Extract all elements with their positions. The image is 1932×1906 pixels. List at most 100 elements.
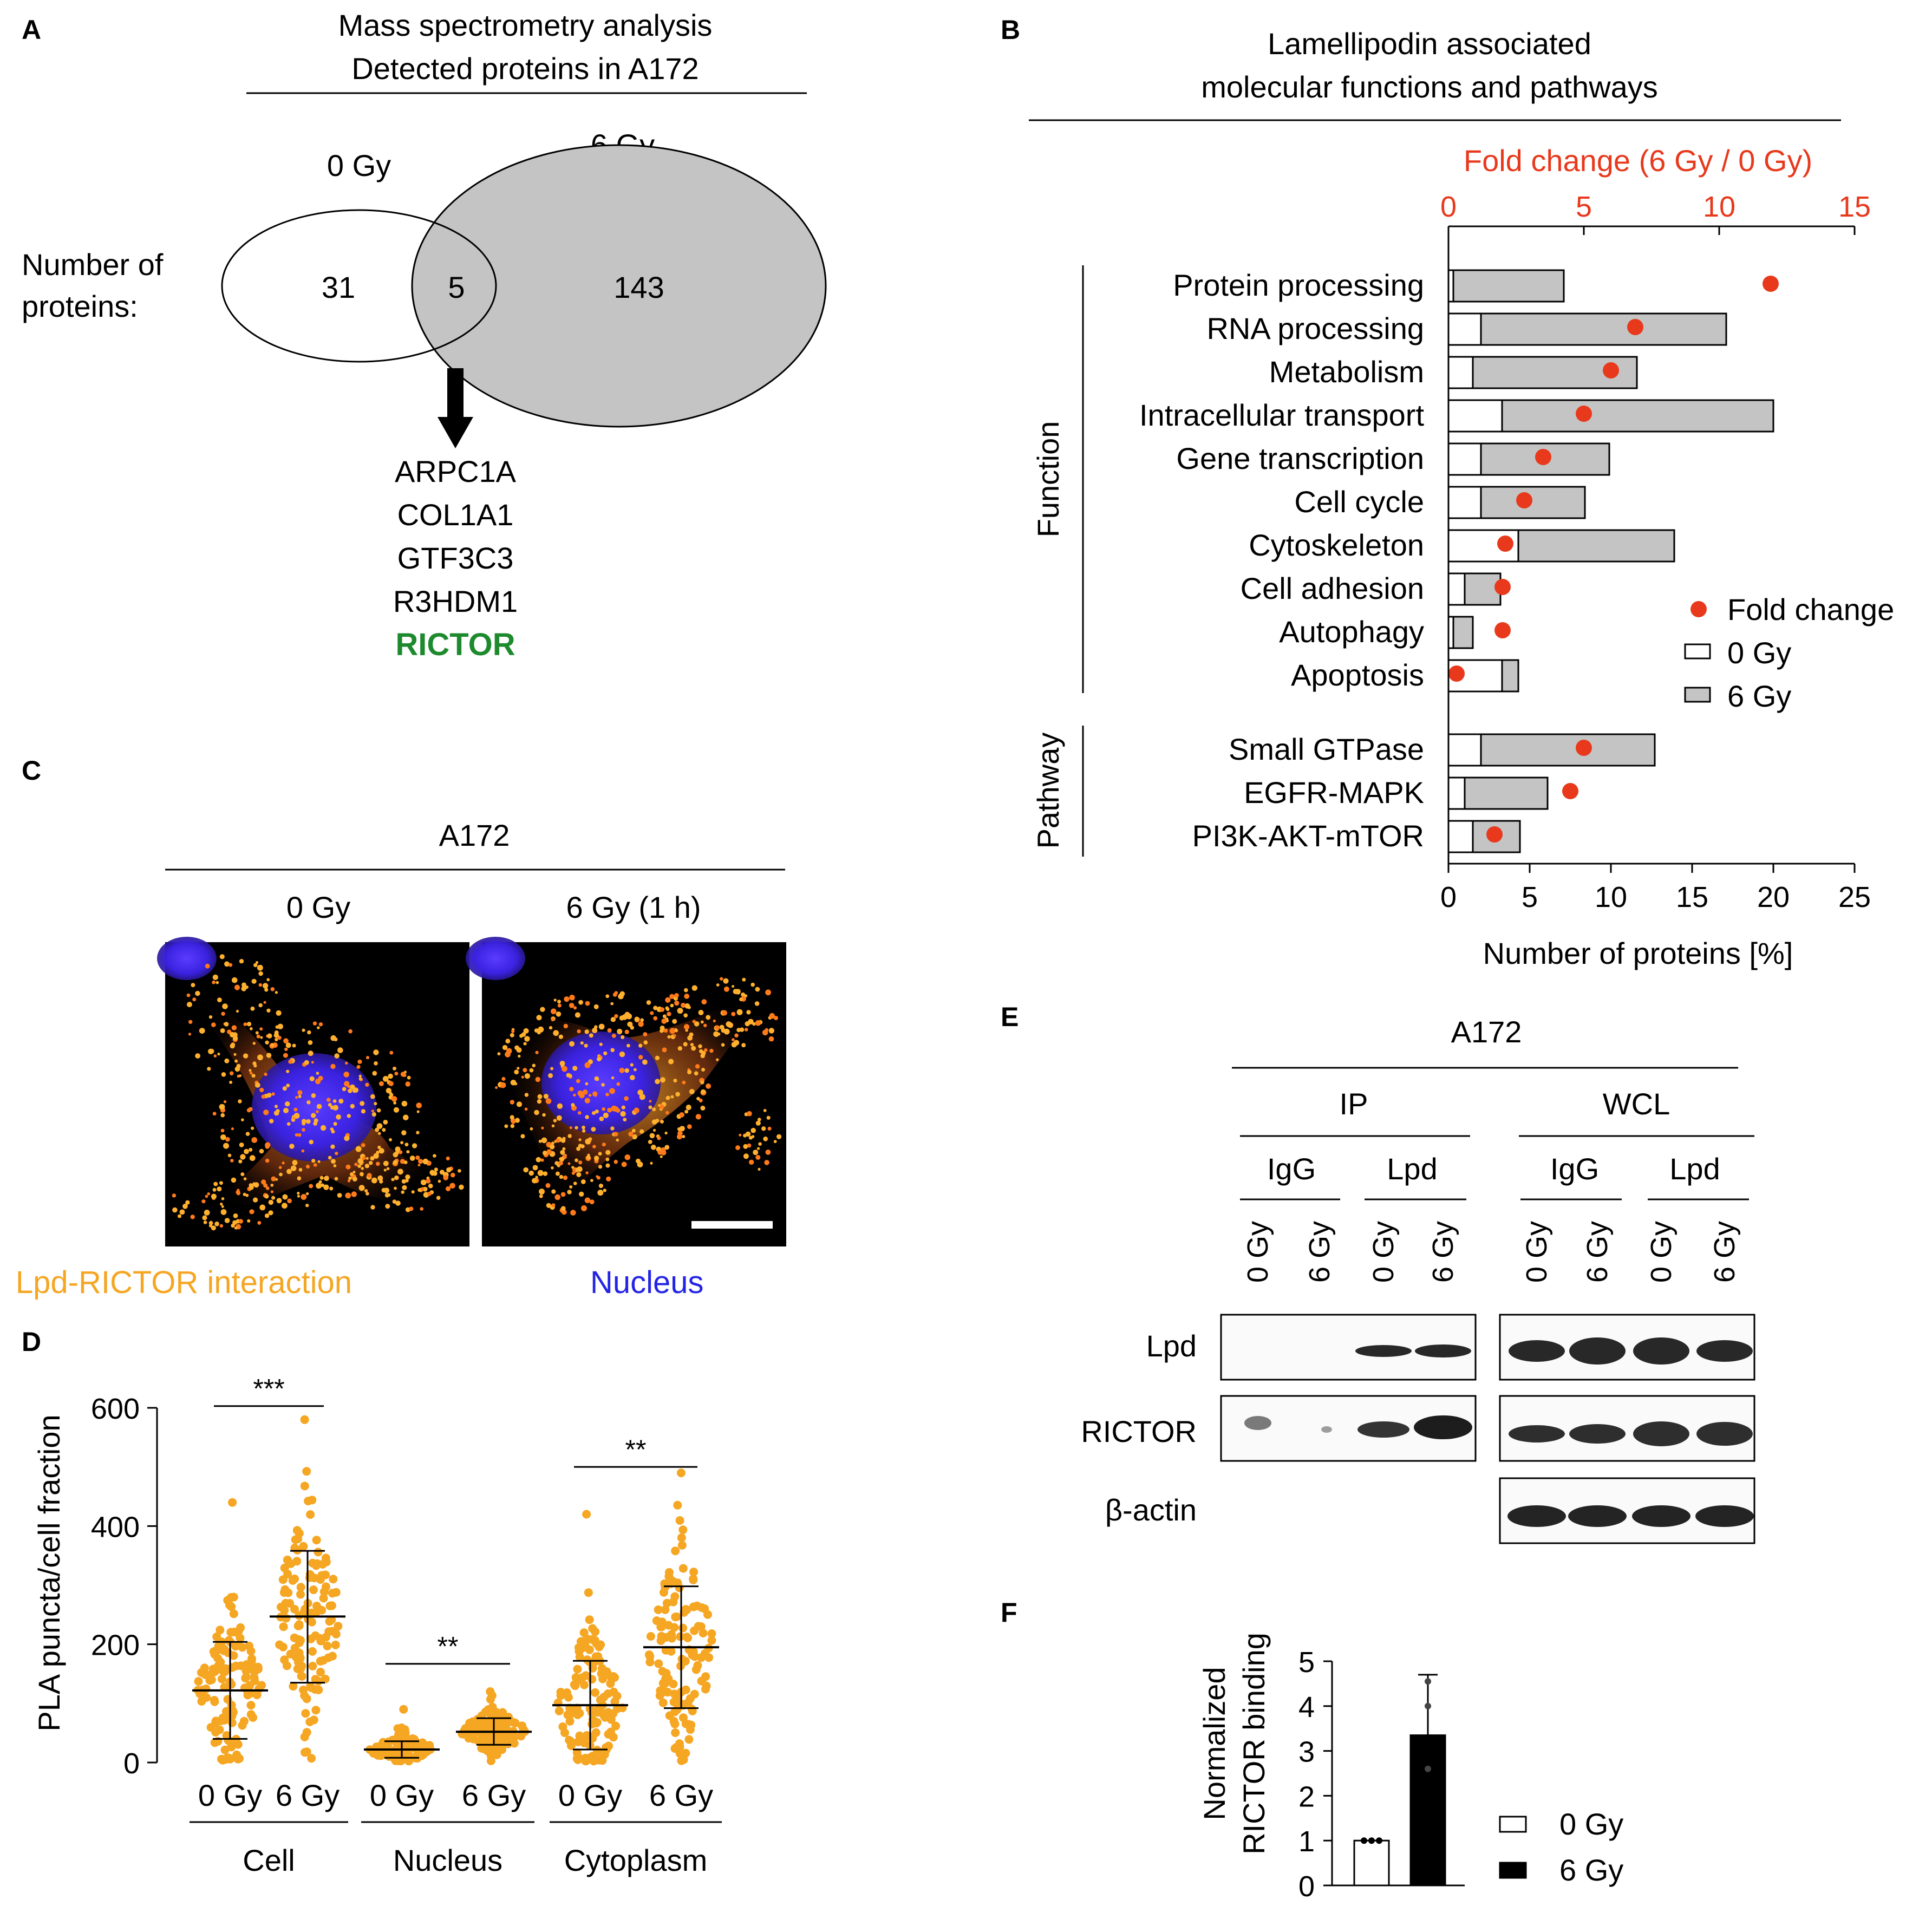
panel-d-point-cell-6-gy bbox=[314, 1548, 323, 1557]
puncta-6gy bbox=[585, 1082, 589, 1086]
puncta-6gy bbox=[616, 1082, 621, 1086]
panel-d-point-cell-0-gy bbox=[232, 1628, 241, 1637]
puncta-0gy bbox=[231, 1025, 237, 1030]
puncta-6gy bbox=[713, 1031, 719, 1037]
venn-circle-0gy bbox=[221, 209, 497, 363]
shared-protein-gtf3c3: GTF3C3 bbox=[397, 541, 514, 575]
puncta-0gy bbox=[219, 1224, 224, 1228]
puncta-6gy bbox=[713, 1019, 716, 1023]
puncta-0gy bbox=[225, 1137, 230, 1142]
puncta-6gy bbox=[750, 982, 755, 987]
puncta-0gy bbox=[286, 1169, 292, 1174]
puncta-6gy bbox=[634, 1016, 639, 1022]
puncta-0gy bbox=[263, 1001, 266, 1004]
puncta-0gy bbox=[258, 971, 263, 976]
puncta-6gy bbox=[605, 994, 610, 998]
puncta-6gy bbox=[755, 1120, 761, 1126]
puncta-0gy bbox=[307, 1030, 311, 1035]
panel-c: C A172 0 Gy 6 Gy (1 h) Lpd-RICTOR intera… bbox=[16, 755, 786, 1300]
puncta-6gy bbox=[538, 1139, 542, 1143]
down-arrow-icon bbox=[438, 417, 473, 448]
puncta-6gy bbox=[668, 1059, 674, 1065]
panel-f-ytick-label: 0 bbox=[1298, 1870, 1315, 1903]
shared-protein-list: ARPC1A COL1A1 GTF3C3 R3HDM1 bbox=[393, 454, 518, 618]
puncta-0gy bbox=[336, 1114, 341, 1120]
puncta-0gy bbox=[347, 1179, 351, 1183]
panel-d-point-cytoplasm-6-gy bbox=[696, 1622, 706, 1631]
puncta-0gy bbox=[234, 1066, 240, 1072]
puncta-6gy bbox=[655, 1119, 660, 1122]
puncta-0gy bbox=[279, 1172, 283, 1177]
puncta-0gy bbox=[212, 1112, 217, 1116]
puncta-6gy bbox=[753, 1150, 759, 1156]
puncta-0gy bbox=[246, 1022, 252, 1027]
puncta-6gy bbox=[665, 1111, 669, 1115]
lane-label-6: 6 Gy bbox=[1581, 1221, 1614, 1283]
panel-d-point-cytoplasm-6-gy bbox=[676, 1468, 686, 1478]
panel-d-point-cytoplasm-6-gy bbox=[689, 1602, 698, 1611]
fold-point-intracellular-transport bbox=[1576, 406, 1592, 422]
panel-d-point-cytoplasm-6-gy bbox=[689, 1647, 698, 1656]
puncta-0gy bbox=[241, 986, 247, 991]
puncta-6gy bbox=[758, 1142, 762, 1146]
puncta-6gy bbox=[677, 1046, 683, 1051]
puncta-0gy bbox=[338, 1099, 344, 1104]
puncta-6gy bbox=[684, 994, 690, 999]
puncta-0gy bbox=[298, 1095, 302, 1098]
puncta-0gy bbox=[421, 1179, 427, 1185]
band-ip-lpd-lpd-0gy bbox=[1355, 1345, 1412, 1357]
panel-d-point-cytoplasm-0-gy bbox=[572, 1754, 582, 1763]
panel-d-xtick-label: 6 Gy bbox=[276, 1778, 340, 1812]
puncta-0gy bbox=[337, 1047, 343, 1053]
panel-d-point-cytoplasm-6-gy bbox=[658, 1698, 668, 1707]
panel-d-point-cell-6-gy bbox=[312, 1536, 321, 1545]
nucleus-0gy-corner bbox=[157, 937, 217, 980]
puncta-0gy bbox=[229, 963, 233, 967]
puncta-0gy bbox=[397, 1169, 403, 1175]
panel-d-significance-cytoplasm: ** bbox=[625, 1434, 647, 1465]
puncta-6gy bbox=[628, 1131, 634, 1137]
panel-d-point-cell-6-gy bbox=[295, 1529, 304, 1538]
puncta-6gy bbox=[662, 1014, 667, 1019]
puncta-6gy bbox=[585, 1138, 591, 1145]
puncta-6gy bbox=[543, 1171, 548, 1176]
panel-d-point-cell-6-gy bbox=[322, 1557, 331, 1566]
legend-interaction: Lpd-RICTOR interaction bbox=[16, 1265, 352, 1300]
puncta-6gy bbox=[619, 1015, 624, 1021]
puncta-6gy bbox=[594, 1076, 599, 1081]
puncta-6gy bbox=[556, 1138, 560, 1143]
panel-d-point-nucleus-6-gy bbox=[486, 1756, 495, 1765]
band-wcl-beta-actin-4 bbox=[1695, 1505, 1754, 1527]
puncta-0gy bbox=[350, 1104, 355, 1109]
panel-d-point-cell-6-gy bbox=[289, 1682, 298, 1691]
puncta-6gy bbox=[695, 1064, 700, 1069]
puncta-6gy bbox=[765, 989, 771, 996]
panel-d-point-cell-6-gy bbox=[300, 1732, 309, 1741]
band-wcl-beta-actin-3 bbox=[1632, 1505, 1690, 1527]
panel-d-point-nucleus-6-gy bbox=[466, 1733, 475, 1742]
puncta-6gy bbox=[501, 1076, 506, 1081]
puncta-0gy bbox=[308, 1040, 313, 1045]
panel-d-ytick-label: 400 bbox=[91, 1511, 140, 1543]
puncta-0gy bbox=[436, 1196, 441, 1200]
puncta-6gy bbox=[537, 1094, 543, 1099]
panel-d-xtick-label: 0 Gy bbox=[558, 1778, 622, 1812]
puncta-0gy bbox=[209, 1048, 214, 1054]
puncta-0gy bbox=[324, 1176, 329, 1182]
puncta-0gy bbox=[449, 1183, 455, 1189]
fold-point-gene-transcription bbox=[1535, 449, 1551, 465]
puncta-6gy bbox=[755, 987, 760, 992]
puncta-0gy bbox=[283, 1038, 289, 1044]
puncta-0gy bbox=[276, 1198, 282, 1204]
panel-f-ytick-label: 4 bbox=[1298, 1691, 1315, 1724]
puncta-0gy bbox=[255, 1031, 259, 1035]
puncta-6gy bbox=[510, 1033, 514, 1037]
puncta-0gy bbox=[239, 959, 244, 964]
puncta-6gy bbox=[744, 994, 748, 997]
lane-label-5: 0 Gy bbox=[1520, 1221, 1553, 1283]
panel-d-point-cell-6-gy bbox=[312, 1602, 321, 1610]
legend-0gy-swatch bbox=[1684, 643, 1711, 660]
panel-f-ytick-label: 5 bbox=[1298, 1646, 1315, 1679]
puncta-0gy bbox=[360, 1162, 363, 1165]
